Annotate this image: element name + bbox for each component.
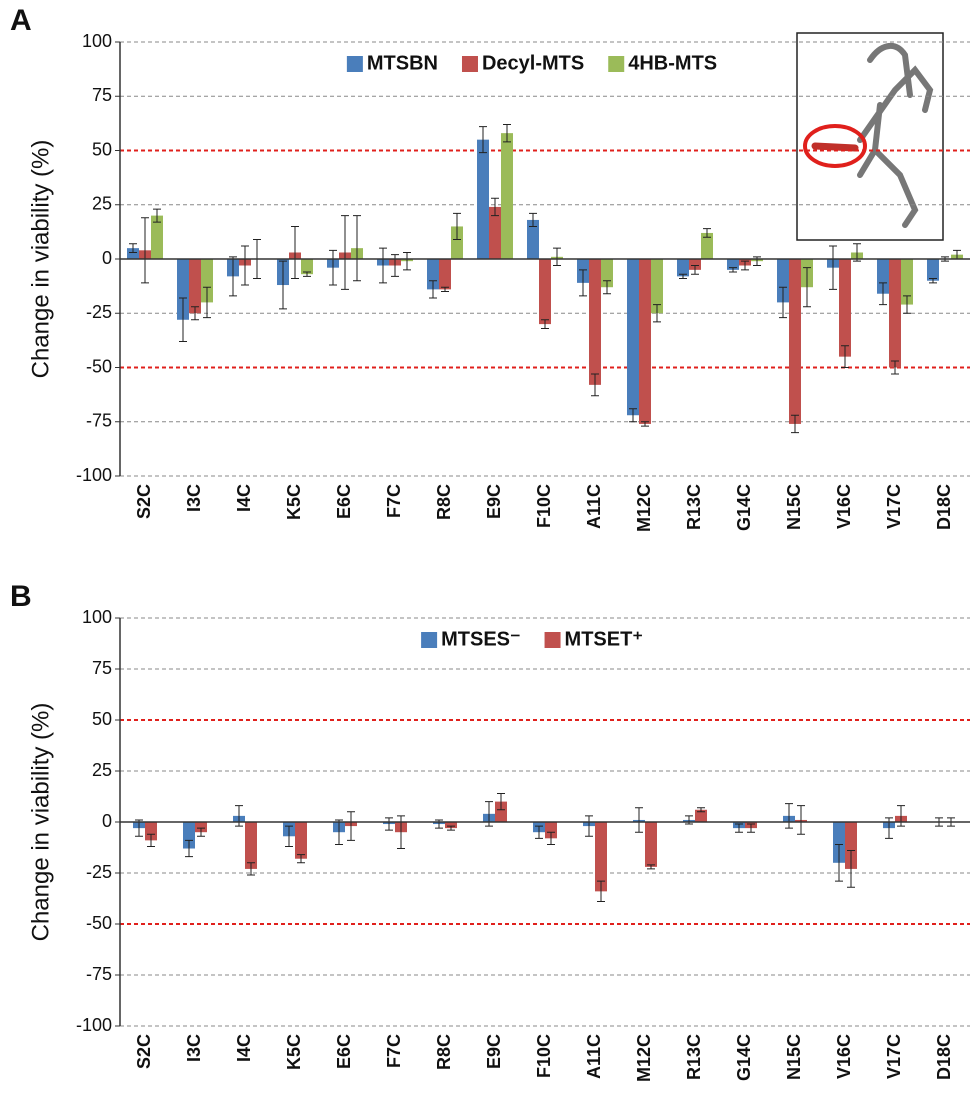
y-tick-label: -50 xyxy=(86,913,112,933)
legend: MTSES⁻ MTSET⁺ xyxy=(421,628,643,650)
error-bar xyxy=(291,226,299,278)
x-tick-label: V16C xyxy=(834,484,854,529)
bar xyxy=(295,822,307,859)
x-tick-label: A11C xyxy=(584,1034,604,1079)
y-tick-label: -25 xyxy=(86,862,112,882)
x-tick-label: I4C xyxy=(234,484,254,512)
error-bar xyxy=(685,816,693,824)
legend-swatch xyxy=(462,56,478,72)
x-tick-label: V17C xyxy=(884,484,904,529)
x-tick-label: G14C xyxy=(734,484,754,531)
legend-swatch xyxy=(545,632,561,648)
x-tick-label: F10C xyxy=(534,484,554,528)
x-tick-label: I4C xyxy=(234,1034,254,1062)
x-tick-label: G14C xyxy=(734,1034,754,1081)
x-tick-label: F10C xyxy=(534,1034,554,1078)
legend-label: MTSBN xyxy=(367,52,438,74)
error-bar xyxy=(435,820,443,828)
x-tick-label: I3C xyxy=(184,1034,204,1062)
legend-label: MTSET⁺ xyxy=(565,628,643,650)
y-axis-label: Change in viability (%) xyxy=(27,703,54,942)
x-tick-label: K5C xyxy=(284,1034,304,1070)
bar xyxy=(501,133,513,259)
bar xyxy=(589,259,601,385)
y-tick-label: 75 xyxy=(92,658,112,678)
y-tick-label: 100 xyxy=(82,607,112,627)
bar xyxy=(927,259,939,281)
legend-label: MTSES⁻ xyxy=(441,628,520,650)
panel-label: B xyxy=(10,580,32,613)
figure: A Change in viability (%) -100 -75 -50 -25 0 25… xyxy=(0,0,980,1095)
y-tick-label: 25 xyxy=(92,194,112,214)
y-tick-label: -100 xyxy=(76,465,112,485)
page: A Change in viability (%) -100 -75 -50 -25 0 25… xyxy=(0,0,980,1095)
legend-swatch xyxy=(608,56,624,72)
legend: MTSBN Decyl-MTS 4HB-MTS xyxy=(347,52,717,74)
y-axis-label: Change in viability (%) xyxy=(27,140,54,379)
x-tick-label: M12C xyxy=(634,1034,654,1082)
y-tick-label: 0 xyxy=(102,811,112,831)
bar xyxy=(645,822,657,867)
legend-label: Decyl-MTS xyxy=(482,52,584,74)
x-tick-label: K5C xyxy=(284,484,304,520)
legend-swatch xyxy=(347,56,363,72)
y-tick-label: -50 xyxy=(86,356,112,376)
x-tick-label: E6C xyxy=(334,484,354,519)
y-tick-label: -25 xyxy=(86,302,112,322)
x-tick-label: R13C xyxy=(684,484,704,530)
y-tick-label: 50 xyxy=(92,139,112,159)
x-tick-label: R8C xyxy=(434,1034,454,1070)
y-tick-label: -75 xyxy=(86,964,112,984)
y-tick-label: 25 xyxy=(92,760,112,780)
error-bar xyxy=(797,806,805,835)
x-tick-label: S2C xyxy=(134,484,154,519)
x-tick-label: D18C xyxy=(934,1034,954,1080)
bar xyxy=(789,259,801,424)
y-tick-label: -100 xyxy=(76,1015,112,1035)
bar xyxy=(189,259,201,313)
bar xyxy=(627,259,639,415)
x-tick-label: D18C xyxy=(934,484,954,530)
x-tick-label: R8C xyxy=(434,484,454,520)
x-tick-label: V16C xyxy=(834,1034,854,1079)
bar xyxy=(639,259,651,424)
structure-inset xyxy=(797,33,943,240)
y-tick-label: 50 xyxy=(92,709,112,729)
bar xyxy=(477,140,489,259)
bar xyxy=(245,822,257,869)
y-tick-label: 75 xyxy=(92,85,112,105)
y-tick-label: -75 xyxy=(86,411,112,431)
legend-swatch xyxy=(421,632,437,648)
bar xyxy=(839,259,851,357)
x-tick-label: M12C xyxy=(634,484,654,532)
y-tick-label: 0 xyxy=(102,248,112,268)
x-tick-label: F7C xyxy=(384,484,404,518)
bar xyxy=(539,259,551,324)
x-tick-label: E9C xyxy=(484,484,504,519)
x-tick-label: S2C xyxy=(134,1034,154,1069)
x-tick-label: R13C xyxy=(684,1034,704,1080)
bar xyxy=(889,259,901,368)
panel-label: A xyxy=(10,4,32,37)
inset-frame xyxy=(797,33,943,240)
x-tick-label: N15C xyxy=(784,1034,804,1080)
x-tick-label: V17C xyxy=(884,1034,904,1079)
x-tick-label: I3C xyxy=(184,484,204,512)
x-tick-label: N15C xyxy=(784,484,804,530)
legend-label: 4HB-MTS xyxy=(628,52,717,74)
bar xyxy=(439,259,451,289)
x-tick-label: E9C xyxy=(484,1034,504,1069)
x-tick-label: A11C xyxy=(584,484,604,529)
highlighted-helix xyxy=(815,146,855,148)
x-tick-label: E6C xyxy=(334,1034,354,1069)
error-bar xyxy=(635,808,643,832)
y-tick-label: 100 xyxy=(82,31,112,51)
x-tick-label: F7C xyxy=(384,1034,404,1068)
